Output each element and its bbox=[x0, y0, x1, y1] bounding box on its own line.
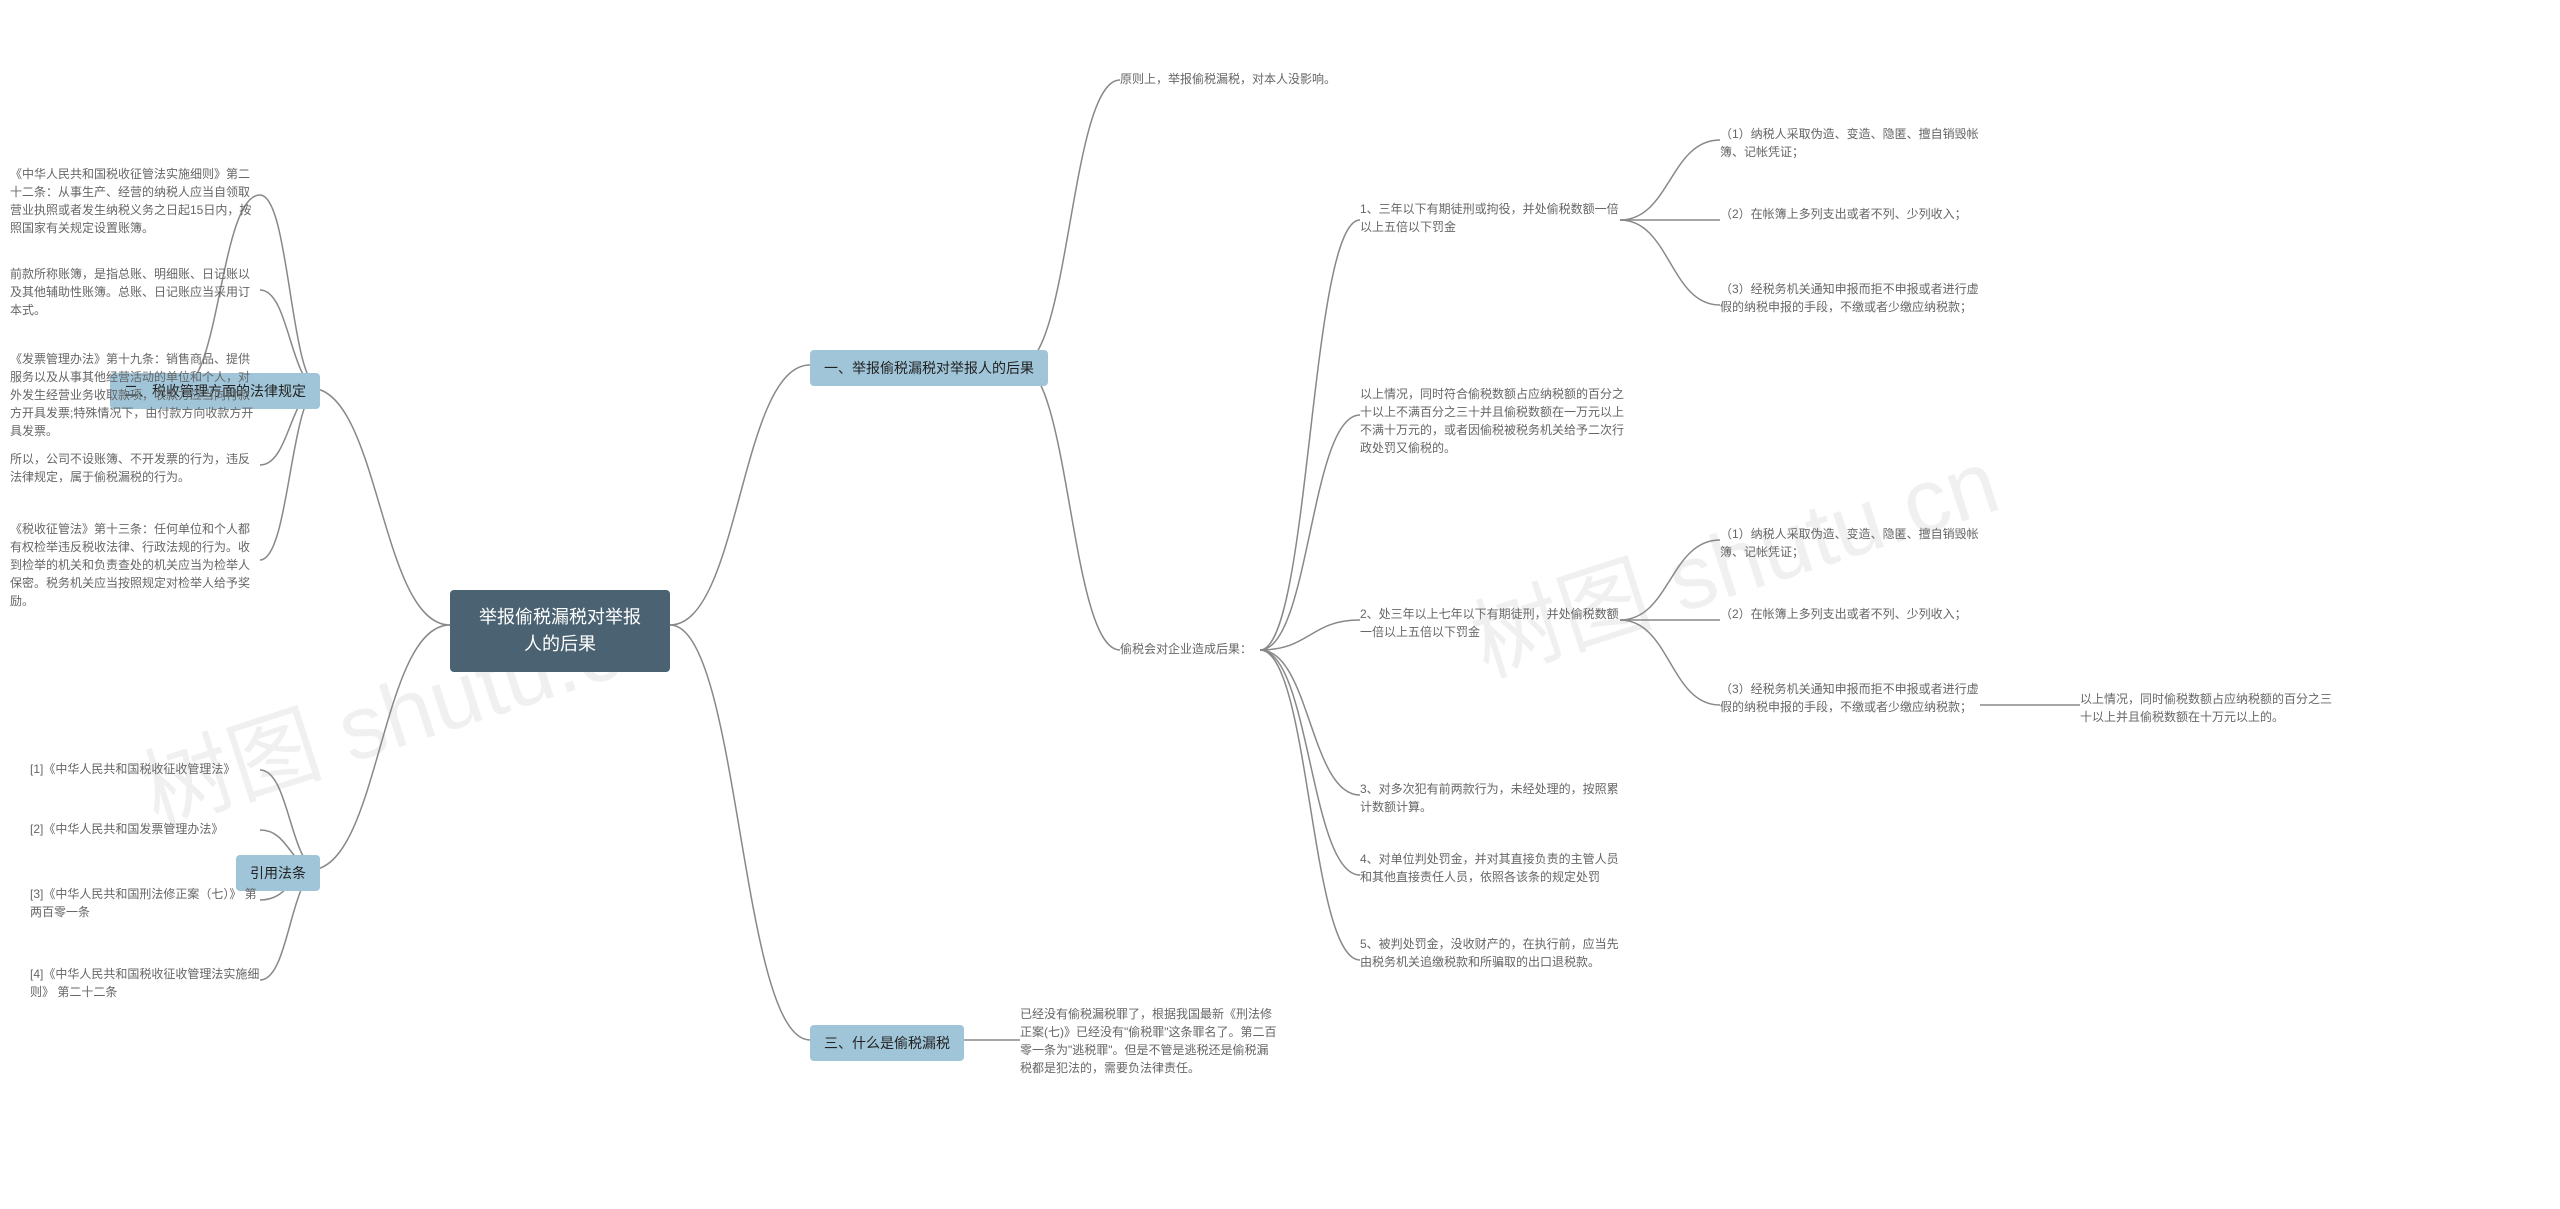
leaf-cite4: [4]《中华人民共和国税收征收管理法实施细则》 第二十二条 bbox=[30, 965, 260, 1001]
leaf-r2-1: （1）纳税人采取伪造、变造、隐匿、擅自销毁帐簿、记帐凭证； bbox=[1720, 525, 1980, 561]
leaf-regC: 《发票管理办法》第十九条：销售商品、提供服务以及从事其他经营活动的单位和个人，对… bbox=[10, 350, 260, 440]
branch-3: 三、什么是偷税漏税 bbox=[810, 1025, 964, 1061]
branch-1-label: 一、举报偷税漏税对举报人的后果 bbox=[824, 358, 1034, 378]
leaf-r1-3: （3）经税务机关通知申报而拒不申报或者进行虚假的纳税申报的手段，不缴或者少缴应纳… bbox=[1720, 280, 1980, 316]
leaf-r1: 1、三年以下有期徒刑或拘役，并处偷税数额一倍以上五倍以下罚金 bbox=[1360, 200, 1620, 236]
branch-3-label: 三、什么是偷税漏税 bbox=[824, 1033, 950, 1053]
leaf-b1-sub: 偷税会对企业造成后果： bbox=[1120, 640, 1252, 658]
root-node: 举报偷税漏税对举报人的后果 bbox=[450, 590, 670, 672]
leaf-r3: 3、对多次犯有前两款行为，未经处理的，按照累计数额计算。 bbox=[1360, 780, 1620, 816]
leaf-r2-2: （2）在帐簿上多列支出或者不列、少列收入； bbox=[1720, 605, 1967, 623]
leaf-cite3: [3]《中华人民共和国刑法修正案（七）》 第两百零一条 bbox=[30, 885, 260, 921]
leaf-r1-1: （1）纳税人采取伪造、变造、隐匿、擅自销毁帐簿、记帐凭证； bbox=[1720, 125, 1980, 161]
leaf-regD: 所以，公司不设账簿、不开发票的行为，违反法律规定，属于偷税漏税的行为。 bbox=[10, 450, 260, 486]
leaf-r2-3: （3）经税务机关通知申报而拒不申报或者进行虚假的纳税申报的手段，不缴或者少缴应纳… bbox=[1720, 680, 1980, 716]
leaf-principle: 原则上，举报偷税漏税，对本人没影响。 bbox=[1120, 70, 1336, 88]
branch-4-label: 引用法条 bbox=[250, 863, 306, 883]
leaf-r2-extra: 以上情况，同时偷税数额占应纳税额的百分之三十以上并且偷税数额在十万元以上的。 bbox=[2080, 690, 2340, 726]
root-label: 举报偷税漏税对举报人的后果 bbox=[472, 604, 648, 658]
leaf-r2: 2、处三年以上七年以下有期徒刑，并处偷税数额一倍以上五倍以下罚金 bbox=[1360, 605, 1620, 641]
leaf-regA: 《中华人民共和国税收征管法实施细则》第二十二条：从事生产、经营的纳税人应当自领取… bbox=[10, 165, 260, 237]
leaf-cite2: [2]《中华人民共和国发票管理办法》 bbox=[30, 820, 260, 838]
leaf-regB: 前款所称账簿，是指总账、明细账、日记账以及其他辅助性账簿。总账、日记账应当采用订… bbox=[10, 265, 260, 319]
connector-lines bbox=[0, 0, 2560, 1209]
leaf-regE: 《税收征管法》第十三条：任何单位和个人都有权检举违反税收法律、行政法规的行为。收… bbox=[10, 520, 260, 610]
leaf-r1-2: （2）在帐簿上多列支出或者不列、少列收入； bbox=[1720, 205, 1967, 223]
leaf-cite1: [1]《中华人民共和国税收征收管理法》 bbox=[30, 760, 260, 778]
branch-1: 一、举报偷税漏税对举报人的后果 bbox=[810, 350, 1048, 386]
leaf-r5: 5、被判处罚金，没收财产的，在执行前，应当先由税务机关追缴税款和所骗取的出口退税… bbox=[1360, 935, 1620, 971]
leaf-b3: 已经没有偷税漏税罪了，根据我国最新《刑法修正案(七)》已经没有"偷税罪"这条罪名… bbox=[1020, 1005, 1280, 1077]
leaf-r4: 4、对单位判处罚金，并对其直接负责的主管人员和其他直接责任人员，依照各该条的规定… bbox=[1360, 850, 1620, 886]
leaf-between: 以上情况，同时符合偷税数额占应纳税额的百分之十以上不满百分之三十并且偷税数额在一… bbox=[1360, 385, 1630, 457]
